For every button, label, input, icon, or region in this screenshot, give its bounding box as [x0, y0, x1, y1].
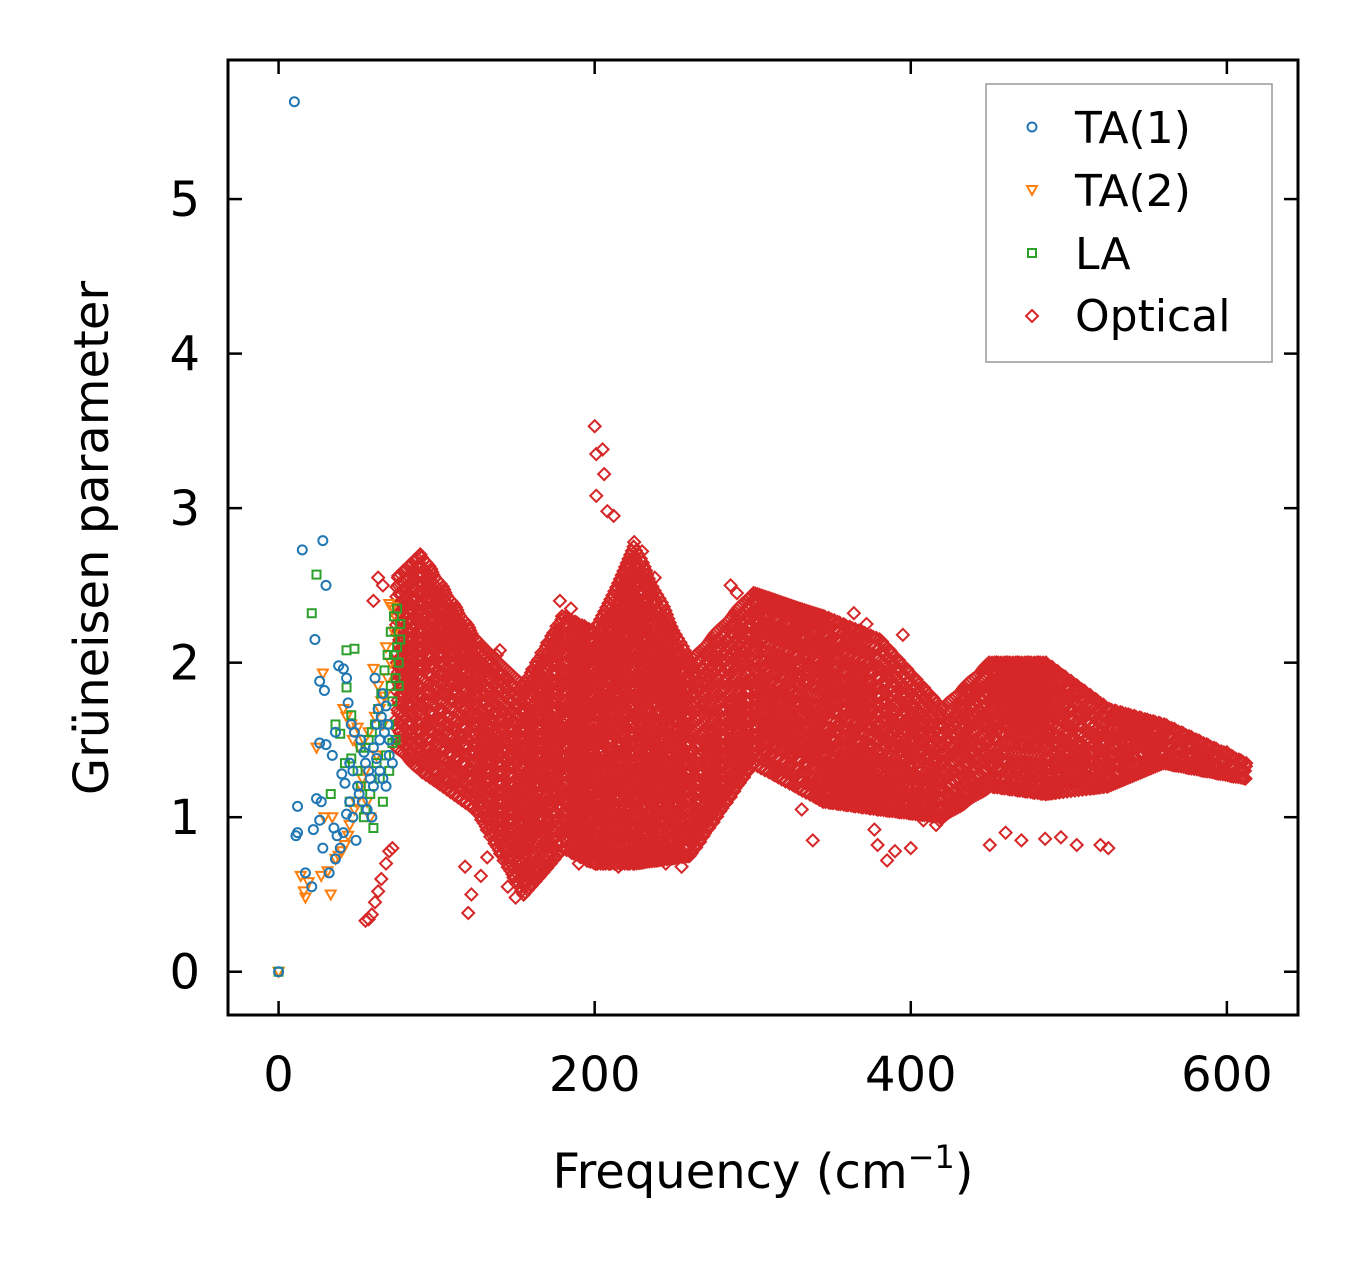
- optical-band-1-point: [452, 614, 468, 630]
- optical-band-3-point: [543, 853, 559, 869]
- series-layer: [271, 96, 1254, 979]
- optical-band-1-point: [424, 564, 440, 580]
- optical-band-1-point: [437, 585, 453, 601]
- optical-band-3-point: [535, 862, 551, 878]
- optical-band-3-point: [532, 867, 547, 883]
- optical-band-1-point: [449, 602, 465, 618]
- optical-band-1-point: [412, 547, 428, 562]
- optical-band-3-point: [539, 858, 555, 874]
